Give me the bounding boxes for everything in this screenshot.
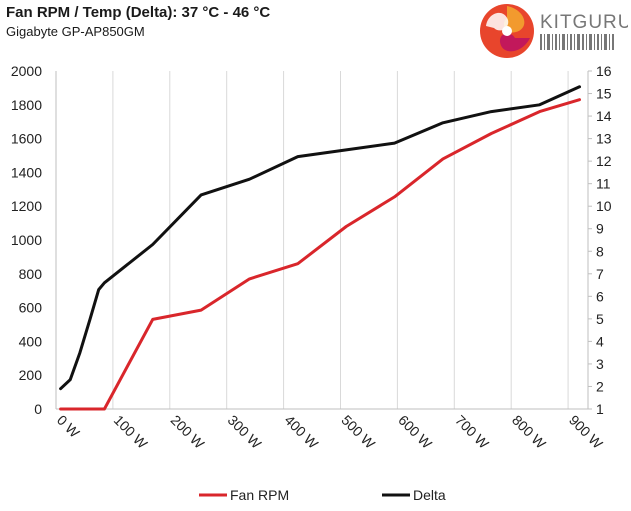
right-tick-label: 7	[596, 266, 604, 282]
x-tick-label: 600 W	[395, 412, 435, 452]
x-axis-ticks: 0 W 100 W 200 W 300 W 400 W 500 W 600 W 700 W 80…	[54, 412, 607, 452]
right-tick-label: 1	[596, 401, 604, 417]
right-tick-label: 3	[596, 356, 604, 372]
kitguru-logo: KITGURU	[480, 4, 628, 58]
right-tick-label: 13	[596, 131, 612, 147]
series-lines	[59, 85, 581, 411]
kitguru-wordmark: KITGURU	[540, 12, 628, 33]
right-tick-label: 4	[596, 333, 604, 349]
left-tick-label: 600	[19, 300, 43, 316]
x-tick-label: 0 W	[54, 412, 83, 441]
left-tick-label: 1400	[11, 164, 42, 180]
legend: Fan RPM Delta	[199, 487, 446, 503]
left-tick-label: 1600	[11, 131, 42, 147]
right-tick-label: 10	[596, 198, 612, 214]
right-tick-label: 12	[596, 153, 612, 169]
left-tick-label: 1000	[11, 232, 42, 248]
left-tick-label: 1200	[11, 198, 42, 214]
legend-label-fan-rpm: Fan RPM	[230, 487, 289, 503]
right-tick-label: 2	[596, 378, 604, 394]
right-tick-label: 15	[596, 86, 612, 102]
left-tick-label: 200	[19, 367, 43, 383]
chart-subtitle: Gigabyte GP-AP850GM	[6, 24, 145, 39]
chart-title: Fan RPM / Temp (Delta): 37 °C - 46 °C	[6, 4, 271, 21]
left-tick-label: 0	[34, 401, 42, 417]
right-tick-label: 5	[596, 311, 604, 327]
right-tick-label: 11	[596, 176, 611, 192]
left-tick-label: 1800	[11, 97, 42, 113]
left-tick-label: 2000	[11, 63, 42, 79]
right-tick-label: 8	[596, 243, 604, 259]
kitguru-barcode	[540, 34, 614, 50]
right-tick-label: 9	[596, 221, 604, 237]
series-line-delta	[59, 85, 581, 391]
x-tick-label: 500 W	[338, 412, 378, 452]
series-line-fan-rpm	[59, 98, 581, 411]
left-tick-label: 800	[19, 266, 43, 282]
kitguru-swirl-icon	[480, 4, 534, 58]
legend-label-delta: Delta	[413, 487, 446, 503]
right-tick-label: 6	[596, 288, 604, 304]
x-tick-label: 400 W	[281, 412, 321, 452]
x-tick-label: 100 W	[111, 412, 151, 452]
x-tick-label: 200 W	[168, 412, 208, 452]
x-tick-label: 800 W	[509, 412, 549, 452]
right-tick-label: 16	[596, 63, 612, 79]
right-tick-label: 14	[596, 108, 612, 124]
left-axis-ticks: 0 200 400 600 800 1000 1200 1400 1600 1800 2000	[11, 63, 42, 417]
chart-axes	[55, 71, 589, 410]
left-tick-label: 400	[19, 333, 43, 349]
x-tick-label: 900 W	[566, 412, 606, 452]
x-tick-label: 700 W	[452, 412, 492, 452]
x-tick-label: 300 W	[225, 412, 265, 452]
